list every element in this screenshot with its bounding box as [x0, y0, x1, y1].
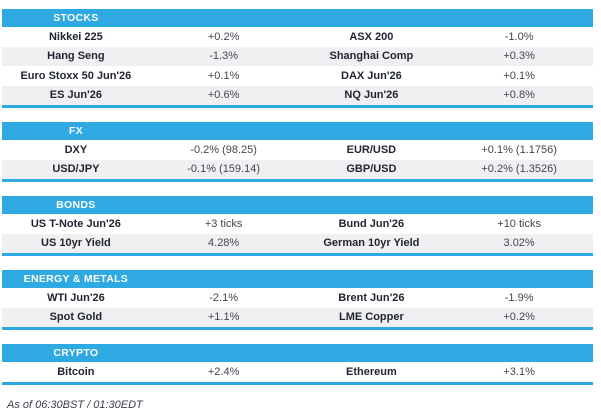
change-value: +0.6%	[207, 89, 240, 102]
instrument-name: USD/JPY	[52, 163, 100, 176]
section-title: ENERGY & METALS	[23, 273, 129, 285]
instrument-name: Ethereum	[346, 365, 397, 378]
instrument-name: GBP/USD	[346, 163, 397, 176]
instrument-name: LME Copper	[338, 311, 404, 324]
change-value: -2.1%	[209, 291, 238, 304]
change-value: +0.2%	[207, 30, 240, 43]
section-header-bar: CRYPTO	[2, 344, 593, 362]
instrument-name: ASX 200	[349, 30, 394, 43]
as-of-timestamp: As of 06:30BST / 01:30EDT	[7, 398, 143, 411]
instrument-name: Euro Stoxx 50 Jun'26	[20, 69, 132, 82]
section-header-bar: FX	[2, 122, 593, 140]
market-row: US 10yr Yield 4.28% German 10yr Yield 3.…	[2, 233, 593, 253]
market-row: USD/JPY -0.1% (159.14) GBP/USD +0.2% (1.…	[2, 159, 593, 179]
section-bonds: BONDS US T-Note Jun'26 +3 ticks Bund Jun…	[2, 196, 593, 256]
change-value: -0.2% (98.25)	[190, 143, 257, 156]
instrument-name: WTI Jun'26	[47, 291, 105, 304]
section-title: STOCKS	[53, 12, 99, 24]
change-value: +3 ticks	[204, 217, 243, 230]
section-crypto: CRYPTO Bitcoin +2.4% Ethereum +3.1%	[2, 344, 593, 385]
change-value: +0.3%	[503, 50, 535, 63]
change-value: -1.0%	[504, 30, 534, 43]
instrument-name: NQ Jun'26	[344, 89, 399, 102]
instrument-name: Spot Gold	[49, 311, 103, 324]
section-fx: FX DXY -0.2% (98.25) EUR/USD +0.1% (1.17…	[2, 122, 593, 182]
section-title: FX	[68, 125, 83, 137]
market-row: Euro Stoxx 50 Jun'26 +0.1% DAX Jun'26 +0…	[2, 66, 593, 86]
change-value: 3.02%	[503, 237, 535, 250]
instrument-name: DXY	[64, 143, 88, 156]
change-value: +0.2% (1.3526)	[481, 163, 557, 176]
section-stocks: STOCKS Nikkei 225 +0.2% ASX 200 -1.0% Ha…	[2, 9, 593, 108]
instrument-name: Bund Jun'26	[338, 217, 405, 230]
instrument-name: US 10yr Yield	[41, 237, 111, 250]
change-value: +0.2%	[503, 311, 535, 324]
change-value: +1.1%	[207, 311, 240, 324]
change-value: -1.3%	[209, 50, 238, 63]
section-title: CRYPTO	[53, 347, 99, 359]
market-row: WTI Jun'26 -2.1% Brent Jun'26 -1.9%	[2, 288, 593, 308]
section-header-bar: STOCKS	[2, 9, 593, 27]
instrument-name: EUR/USD	[346, 143, 397, 156]
change-value: +0.1%	[207, 69, 240, 82]
market-row: ES Jun'26 +0.6% NQ Jun'26 +0.8%	[2, 85, 593, 105]
instrument-name: US T-Note Jun'26	[30, 217, 121, 230]
change-value: +10 ticks	[497, 217, 541, 230]
change-value: -0.1% (159.14)	[187, 163, 260, 176]
instrument-name: Bitcoin	[57, 365, 95, 378]
instrument-name: Shanghai Comp	[329, 50, 414, 63]
instrument-name: Brent Jun'26	[338, 291, 405, 304]
change-value: -1.9%	[504, 291, 534, 304]
instrument-name: German 10yr Yield	[323, 237, 420, 250]
change-value: +0.1% (1.1756)	[481, 143, 557, 156]
section-header-bar: ENERGY & METALS	[2, 270, 593, 288]
market-row: US T-Note Jun'26 +3 ticks Bund Jun'26 +1…	[2, 214, 593, 234]
section-energy-metals: ENERGY & METALS WTI Jun'26 -2.1% Brent J…	[2, 270, 593, 330]
change-value: +3.1%	[503, 365, 535, 378]
instrument-name: Hang Seng	[47, 50, 105, 63]
change-value: +2.4%	[207, 365, 240, 378]
market-row: Spot Gold +1.1% LME Copper +0.2%	[2, 307, 593, 327]
instrument-name: DAX Jun'26	[341, 69, 402, 82]
market-row: DXY -0.2% (98.25) EUR/USD +0.1% (1.1756)	[2, 140, 593, 160]
market-row: Hang Seng -1.3% Shanghai Comp +0.3%	[2, 46, 593, 66]
change-value: +0.1%	[503, 69, 535, 82]
instrument-name: Nikkei 225	[48, 30, 103, 43]
section-header-bar: BONDS	[2, 196, 593, 214]
instrument-name: ES Jun'26	[49, 89, 102, 102]
market-row: Nikkei 225 +0.2% ASX 200 -1.0%	[2, 27, 593, 47]
change-value: 4.28%	[208, 237, 240, 250]
section-title: BONDS	[56, 199, 96, 211]
market-row: Bitcoin +2.4% Ethereum +3.1%	[2, 362, 593, 382]
change-value: +0.8%	[503, 89, 535, 102]
